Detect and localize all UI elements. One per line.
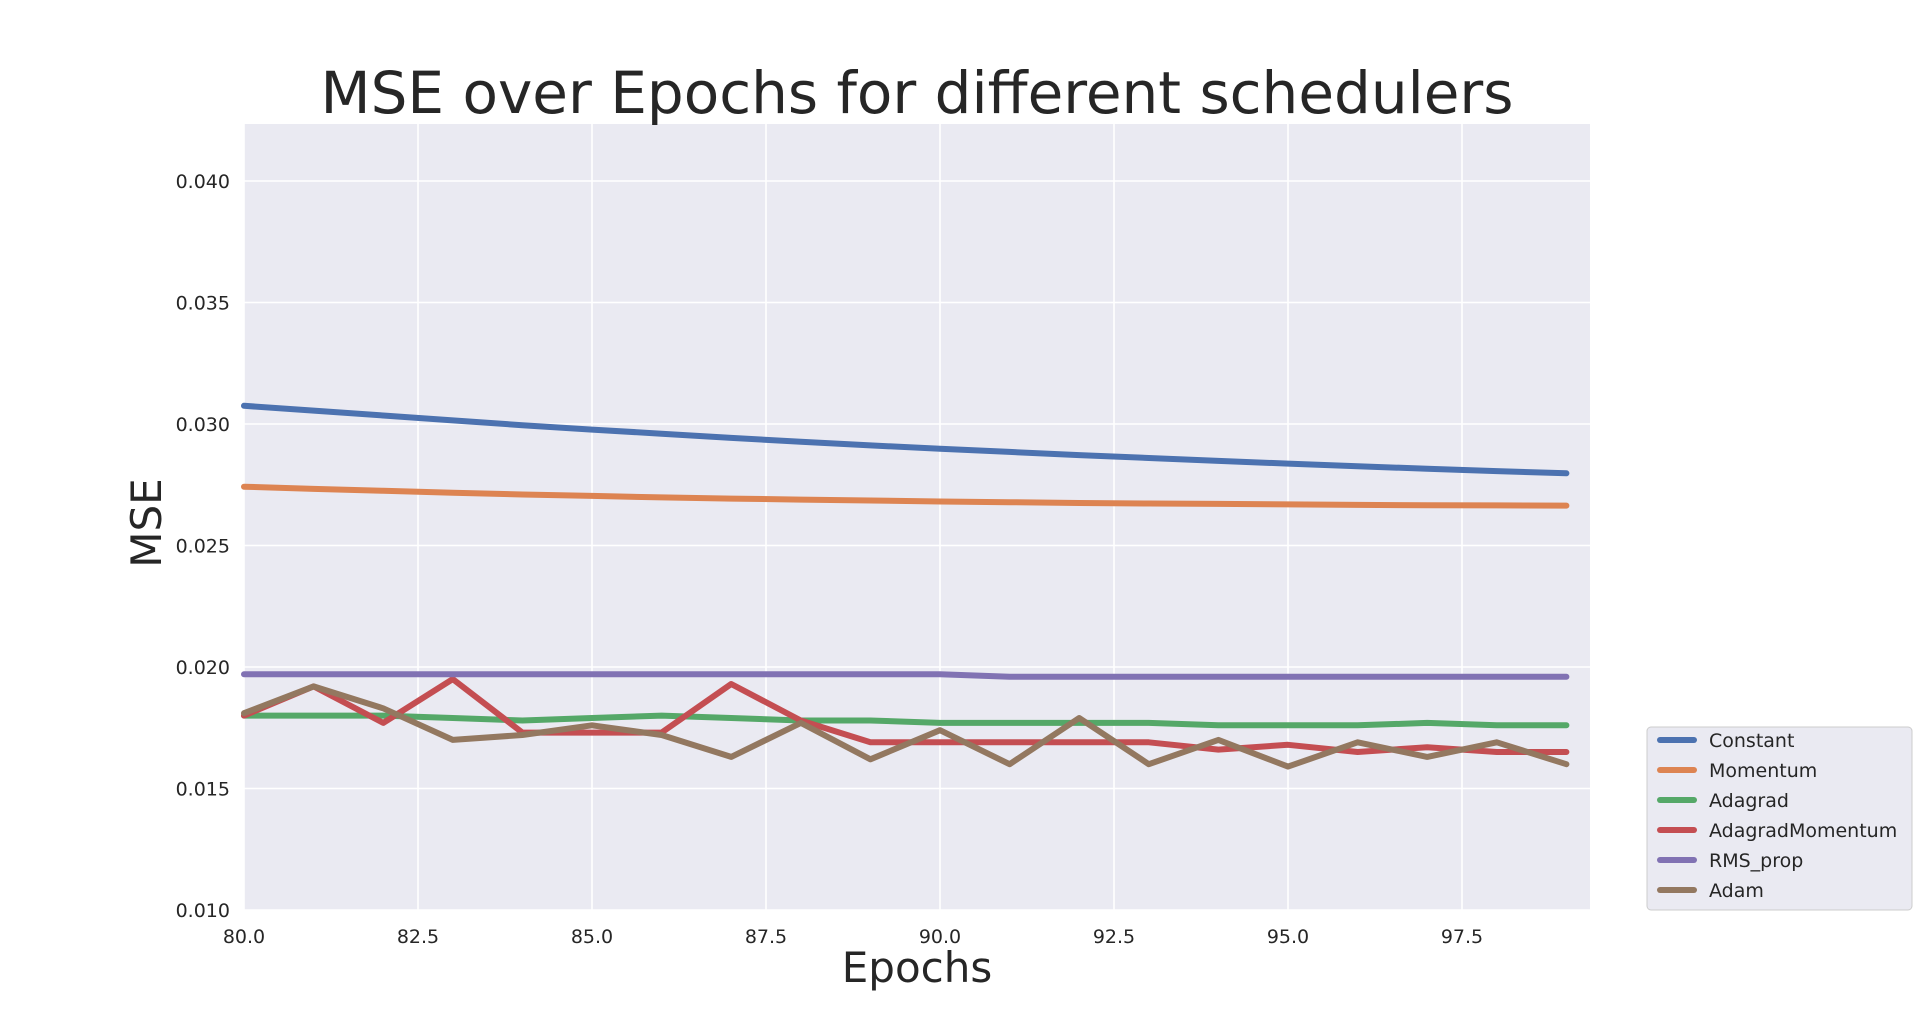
x-tick-label: 80.0 [223,926,265,948]
series-line-rms-prop [241,671,1570,680]
y-tick-label: 0.015 [176,779,230,801]
x-tick-label: 92.5 [1093,926,1135,948]
grid [243,124,1590,911]
y-tick-label: 0.035 [176,293,230,315]
legend: Constant Momentum Adagrad AdagradMomentum RM… [1646,726,1913,911]
y-tick-label: 0.020 [176,657,230,679]
legend-label: RMS_prop [1709,850,1803,872]
x-tick-label: 95.0 [1267,926,1309,948]
x-tick-label: 85.0 [571,926,613,948]
y-axis-label: MSE [122,478,171,567]
series-line-constant [241,402,1570,477]
legend-item: RMS_prop [1657,850,1803,872]
legend-label: Momentum [1709,760,1817,782]
legend-item: Momentum [1657,760,1817,782]
series-lines [241,402,1570,770]
series-line-adam [241,683,1570,770]
plot-area [244,124,1590,910]
series-line-momentum [241,483,1570,509]
x-tick-label: 82.5 [397,926,439,948]
x-tick-labels: 80.0 82.5 85.0 87.5 90.0 92.5 95.0 97.5 [223,926,1483,948]
x-tick-label: 97.5 [1441,926,1483,948]
legend-item: Adam [1657,880,1764,902]
chart-title: MSE over Epochs for different schedulers [321,59,1514,127]
legend-label: AdagradMomentum [1709,820,1897,842]
x-tick-label: 87.5 [745,926,787,948]
legend-label: Adam [1709,880,1764,902]
y-tick-label: 0.040 [176,171,230,193]
legend-item: AdagradMomentum [1657,820,1897,842]
series-line-adagrad [241,712,1570,729]
y-tick-label: 0.025 [176,536,230,558]
y-tick-labels: 0.010 0.015 0.020 0.025 0.030 0.035 0.040 [176,171,230,922]
legend-label: Adagrad [1709,790,1789,812]
x-tick-label: 90.0 [919,926,961,948]
legend-box [1646,726,1913,911]
x-axis-label: Epochs [842,943,993,992]
y-tick-label: 0.010 [176,900,230,922]
y-tick-label: 0.030 [176,414,230,436]
legend-item: Constant [1657,730,1794,752]
legend-item: Adagrad [1657,790,1789,812]
legend-label: Constant [1709,730,1794,752]
